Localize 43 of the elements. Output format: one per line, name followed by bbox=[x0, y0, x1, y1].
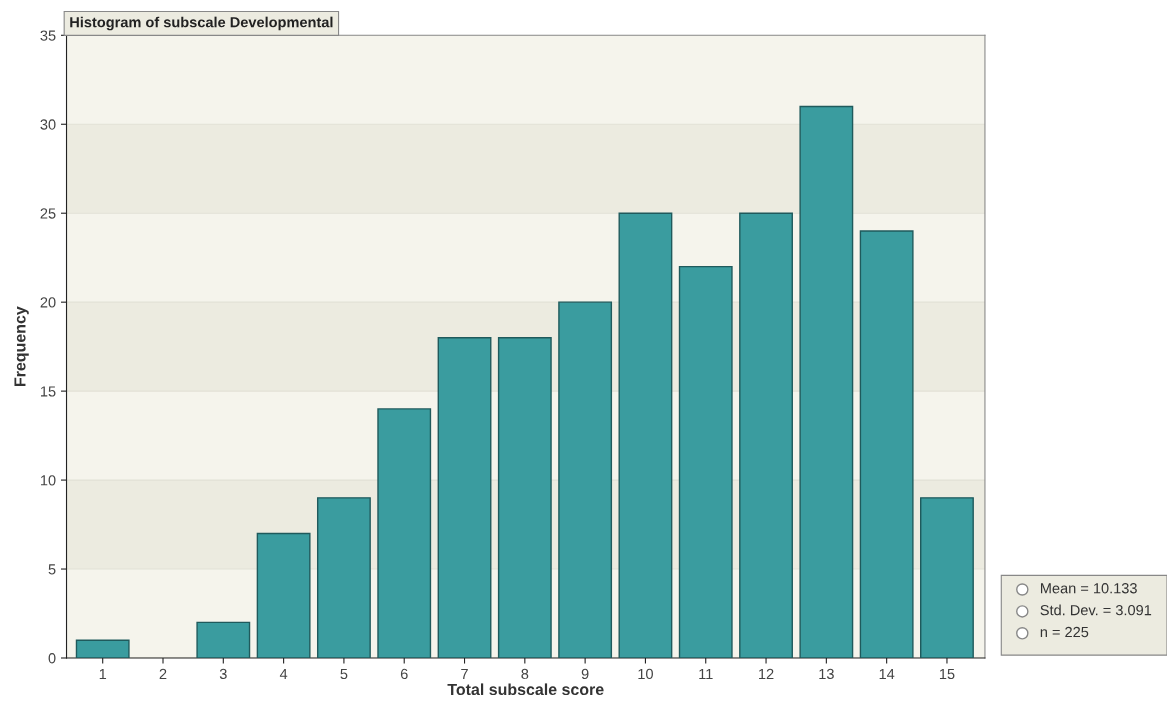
y-tick-label: 0 bbox=[48, 653, 56, 664]
bar bbox=[618, 212, 673, 658]
x-tick-label: 8 bbox=[521, 668, 529, 680]
x-tick-label: 6 bbox=[400, 668, 408, 680]
x-tick-label: 14 bbox=[879, 668, 895, 679]
y-tick-label: 35 bbox=[40, 30, 56, 41]
text: Mean = 10.133 bbox=[1040, 583, 1137, 594]
text: n = 225 bbox=[1040, 626, 1089, 638]
bar bbox=[377, 408, 432, 658]
x-axis-title: Total subscale score bbox=[447, 683, 604, 696]
bar bbox=[75, 639, 130, 658]
x-tick-label: 13 bbox=[819, 668, 834, 680]
x-tick-label: 12 bbox=[759, 668, 774, 679]
x-tick-label: 4 bbox=[279, 668, 288, 679]
bar bbox=[920, 497, 974, 658]
x-tick-label: 15 bbox=[939, 668, 955, 680]
y-tick-label: 30 bbox=[40, 119, 56, 130]
bar bbox=[739, 212, 793, 658]
x-tick-label: 9 bbox=[581, 668, 589, 680]
bar bbox=[859, 230, 914, 658]
x-tick-label: 3 bbox=[219, 668, 227, 680]
chart-title: Histogram of subscale Developmental bbox=[70, 16, 333, 31]
y-tick-label: 15 bbox=[40, 386, 56, 397]
bar bbox=[256, 532, 311, 658]
y-tick-label: 25 bbox=[40, 208, 56, 219]
y-tick-label: 5 bbox=[48, 564, 56, 575]
x-tick-label: 5 bbox=[340, 668, 348, 680]
y-tick-label: 10 bbox=[40, 475, 56, 486]
x-tick-label: 7 bbox=[461, 668, 468, 679]
x-tick-label: 2 bbox=[159, 668, 167, 679]
bar bbox=[678, 265, 733, 658]
text: Std. Dev. = 3.091 bbox=[1040, 604, 1152, 616]
bar bbox=[497, 337, 552, 658]
bar bbox=[437, 337, 492, 658]
x-tick-label: 10 bbox=[638, 668, 653, 680]
bar bbox=[316, 497, 371, 658]
x-tick-label: 1 bbox=[99, 668, 107, 679]
x-tick-label: 11 bbox=[699, 668, 713, 679]
bar bbox=[799, 105, 854, 658]
y-axis-title: Frequency bbox=[14, 306, 29, 386]
bar bbox=[196, 621, 251, 658]
bar bbox=[558, 301, 613, 658]
y-tick-label: 20 bbox=[40, 297, 56, 308]
